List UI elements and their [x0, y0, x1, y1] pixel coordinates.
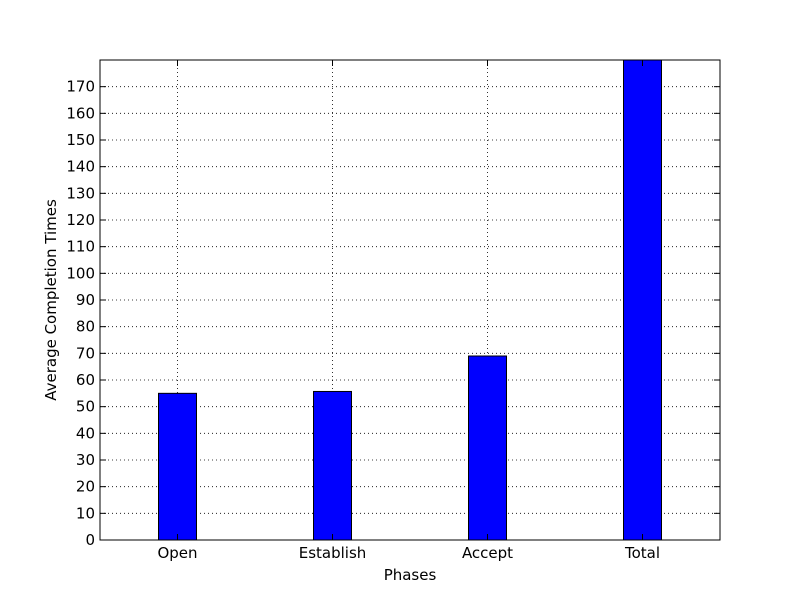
bars [158, 59, 662, 541]
y-tick-label: 70 [76, 344, 95, 362]
x-tick-label: Open [157, 544, 197, 562]
y-tick-label: 110 [66, 238, 95, 256]
y-axis-title: Average Completion Times [42, 199, 60, 401]
x-tick-label: Establish [299, 544, 367, 562]
y-tick-label: 160 [66, 104, 95, 122]
bar-total [623, 59, 662, 541]
y-tick-label: 80 [76, 318, 95, 336]
y-tick-label: 120 [66, 211, 95, 229]
ticks [100, 60, 720, 541]
tick-labels: 0 10 20 30 40 50 60 70 80 90 100 110 120 130 140 150 160… [66, 78, 660, 562]
y-tick-label: 130 [66, 184, 95, 202]
y-tick-label: 140 [66, 158, 95, 176]
bar-establish [313, 390, 352, 541]
y-tick-label: 30 [76, 451, 95, 469]
x-tick-label: Total [624, 544, 660, 562]
y-tick-label: 90 [76, 291, 95, 309]
y-tick-label: 150 [66, 131, 95, 149]
grid [100, 60, 720, 540]
y-tick-label: 100 [66, 264, 95, 282]
bar-open [158, 392, 197, 541]
y-tick-label: 0 [85, 531, 95, 549]
y-tick-label: 50 [76, 398, 95, 416]
bar-accept [468, 355, 507, 541]
x-axis-title: Phases [384, 566, 437, 584]
x-tick-label: Accept [462, 544, 513, 562]
y-tick-label: 170 [66, 78, 95, 96]
y-tick-label: 20 [76, 478, 95, 496]
y-tick-label: 40 [76, 424, 95, 442]
y-tick-label: 60 [76, 371, 95, 389]
y-tick-label: 10 [76, 504, 95, 522]
